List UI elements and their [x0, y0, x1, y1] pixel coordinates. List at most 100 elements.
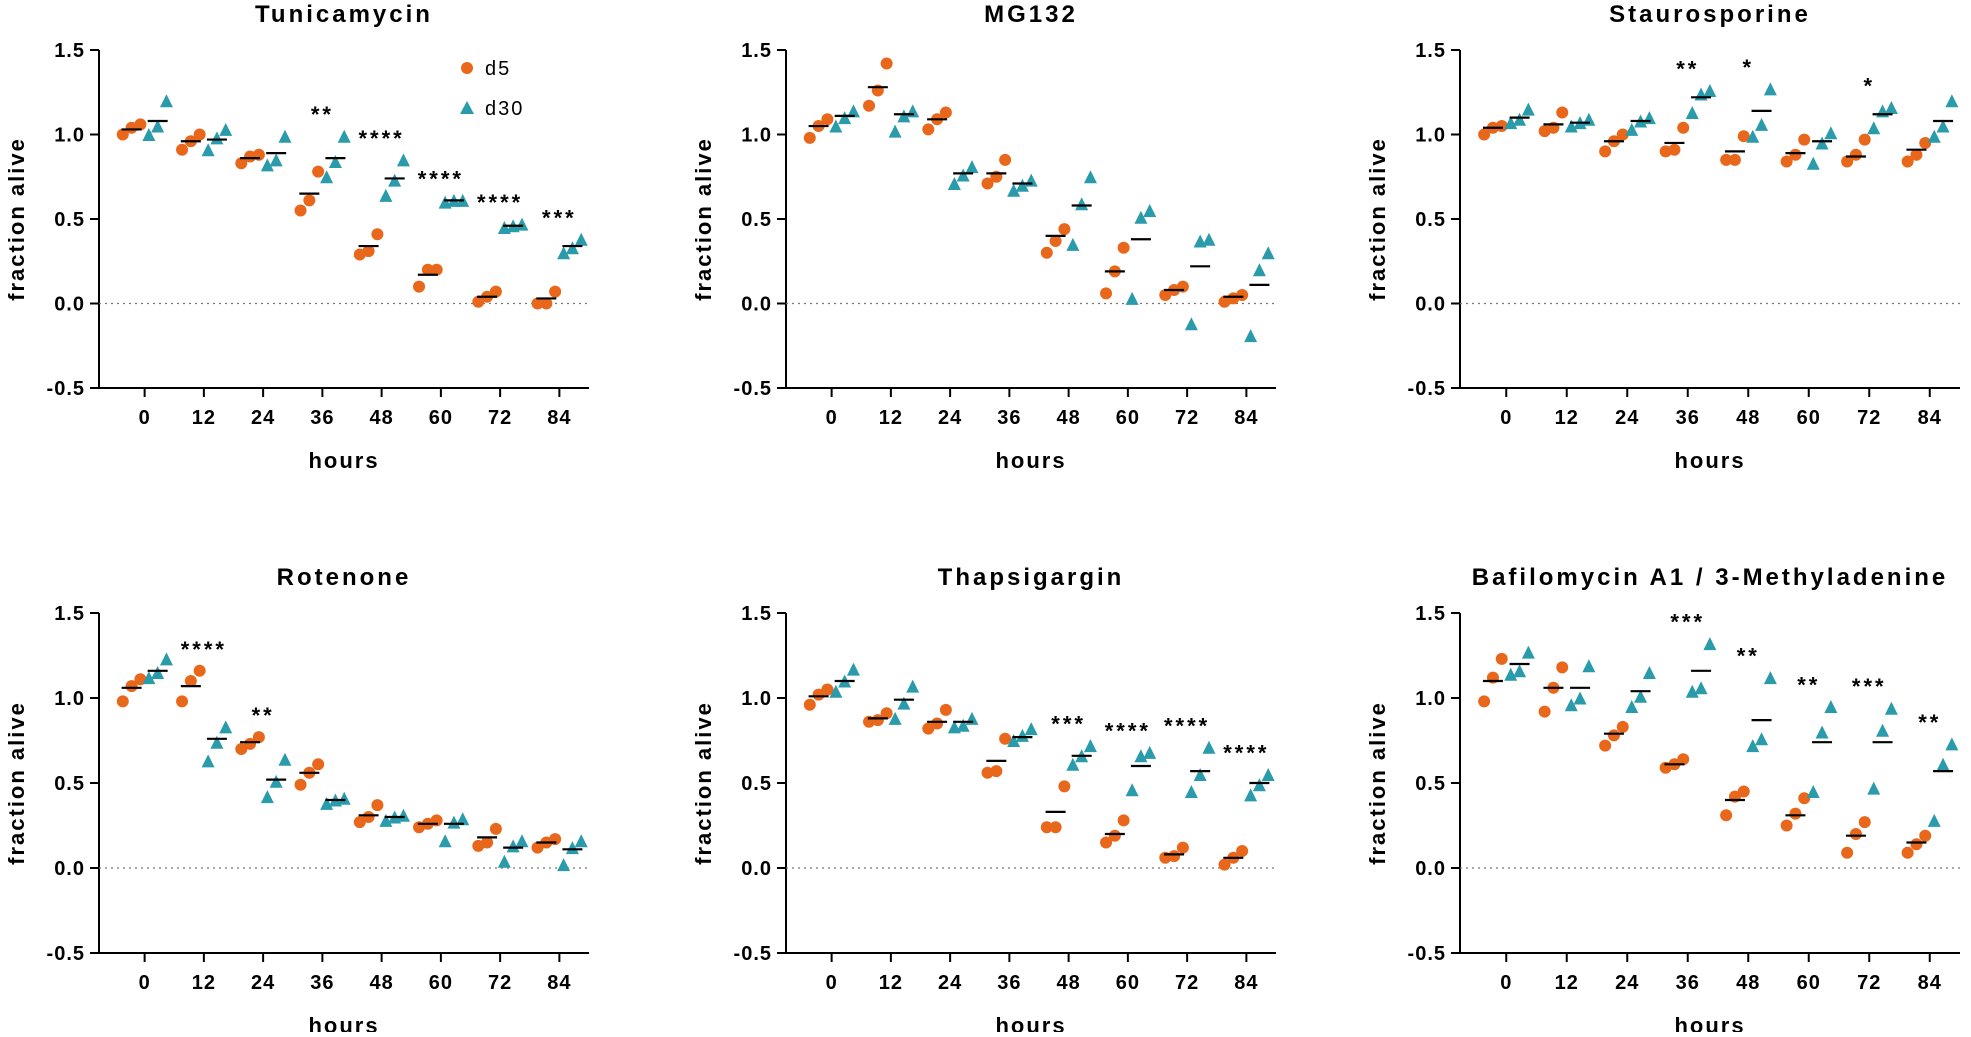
data-point-d30 [515, 834, 529, 848]
x-axis-label: hours [995, 1013, 1066, 1032]
chart-panel-3: Staurosporine -0.5 0.0 0.5 1.0 1.5 0 12 24 36 48 60… [1365, 1, 1960, 473]
data-point-d5 [481, 836, 494, 849]
data-point-d5 [1108, 829, 1121, 842]
data-point-d30 [1134, 749, 1148, 763]
data-point-d30 [1252, 778, 1266, 792]
data-point-d30 [829, 684, 843, 698]
data-point-d5 [540, 297, 553, 310]
data-point-d5 [1556, 106, 1569, 119]
data-point-d5 [1789, 807, 1802, 820]
x-tick-label: 0 [826, 407, 838, 429]
data-point-d30 [1755, 732, 1769, 746]
y-tick-label: -0.5 [47, 378, 85, 400]
panel-title: MG132 [984, 1, 1078, 28]
x-tick-label: 72 [1175, 407, 1199, 429]
data-point-d30 [1184, 785, 1198, 798]
data-point-d5 [1599, 739, 1612, 752]
data-point-d30 [151, 666, 165, 679]
y-axis-label: fraction alive [1365, 137, 1390, 301]
y-tick-label: 1.5 [54, 603, 85, 625]
data-point-d30 [1504, 116, 1518, 130]
significance-stars: **** [477, 190, 523, 215]
data-point-d30 [269, 153, 283, 167]
data-point-d5 [1100, 287, 1113, 300]
data-point-d30 [269, 774, 283, 788]
data-point-d5 [531, 297, 544, 310]
data-point-d5 [821, 683, 834, 696]
data-point-d5 [871, 714, 884, 727]
data-point-d5 [939, 106, 952, 119]
data-point-d5 [821, 113, 834, 126]
data-point-d30 [965, 160, 979, 174]
x-tick-label: 60 [429, 407, 453, 429]
data-point-d5 [134, 118, 147, 131]
significance-stars: *** [1852, 674, 1887, 699]
data-point-d30 [1024, 722, 1038, 736]
data-point-d30 [557, 858, 571, 872]
data-point-d30 [1564, 119, 1578, 133]
y-tick-label: 1.0 [1415, 125, 1446, 147]
data-point-d5 [922, 722, 935, 735]
data-point-d30 [565, 241, 579, 255]
data-point-d30 [906, 679, 920, 693]
panel-title: Bafilomycin A1 / 3-Methyladenine [1472, 564, 1949, 591]
data-point-d30 [888, 124, 902, 138]
data-point-d30 [846, 662, 860, 676]
legend-label-d30: d30 [485, 98, 524, 120]
data-point-d30 [142, 671, 156, 685]
data-point-d30 [1066, 237, 1080, 251]
legend-label-d5: d5 [485, 58, 511, 80]
data-point-d30 [328, 155, 342, 169]
y-tick-label: 1.0 [1415, 688, 1446, 710]
y-tick-label: 1.5 [1415, 40, 1446, 62]
data-point-d30 [1193, 768, 1207, 781]
x-tick-label: 60 [1116, 407, 1140, 429]
data-point-d5 [1841, 155, 1854, 168]
y-tick-label: -0.5 [734, 378, 772, 400]
data-point-d30 [1521, 645, 1535, 659]
y-tick-label: 1.0 [741, 125, 772, 147]
data-point-d5 [413, 280, 426, 293]
data-point-d30 [447, 815, 461, 829]
x-tick-label: 36 [1676, 407, 1700, 429]
data-point-d5 [1849, 148, 1862, 161]
data-point-d30 [151, 119, 165, 133]
y-tick-label: 0.5 [741, 773, 772, 795]
data-point-d30 [1015, 728, 1029, 742]
data-point-d5 [999, 153, 1012, 166]
chart-panel-1: Tunicamycin -0.5 0.0 0.5 1.0 1.5 0 12 24 36 48 60 72… [4, 1, 589, 473]
data-point-d30 [1884, 701, 1898, 715]
data-point-d30 [497, 854, 511, 868]
data-point-d5 [1040, 821, 1053, 834]
data-point-d5 [1236, 845, 1249, 857]
significance-stars: *** [542, 205, 577, 230]
x-tick-label: 48 [1057, 407, 1081, 429]
data-point-d5 [812, 688, 825, 701]
data-point-d30 [1075, 197, 1089, 211]
significance-stars: **** [1105, 718, 1151, 743]
x-tick-label: 12 [192, 407, 216, 429]
data-point-d30 [846, 104, 860, 118]
data-point-d5 [981, 177, 994, 190]
data-point-d30 [1134, 210, 1148, 224]
data-point-d30 [1867, 121, 1881, 135]
data-point-d5 [1858, 133, 1871, 146]
data-point-d30 [574, 232, 588, 246]
x-tick-label: 12 [1555, 407, 1579, 429]
data-point-d5 [1058, 223, 1071, 236]
x-tick-label: 12 [192, 972, 216, 994]
data-point-d5 [1720, 153, 1733, 166]
data-point-d5 [1049, 821, 1062, 834]
x-tick-label: 0 [826, 972, 838, 994]
chart-panel-4: Rotenone -0.5 0.0 0.5 1.0 1.5 0 12 24 36 48 60 72 84 h… [4, 564, 589, 1037]
data-point-d30 [1007, 734, 1021, 747]
y-tick-label: -0.5 [1408, 378, 1446, 400]
data-point-d30 [1244, 788, 1258, 802]
data-point-d30 [379, 813, 393, 827]
data-point-d30 [159, 652, 173, 666]
data-point-d30 [1521, 102, 1535, 116]
significance-stars: * [1863, 73, 1875, 98]
data-point-d30 [1763, 82, 1777, 96]
significance-stars: **** [181, 637, 227, 662]
